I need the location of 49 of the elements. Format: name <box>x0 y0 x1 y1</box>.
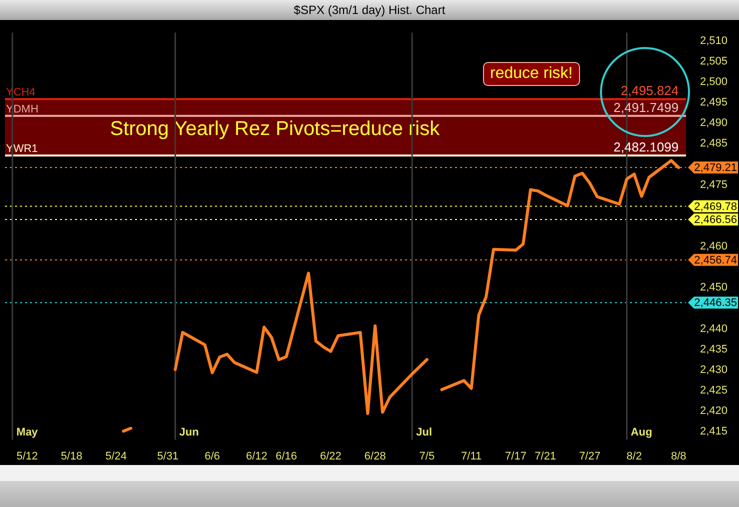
y-tick-label: 2,510 <box>700 34 728 47</box>
y-tick-label: 2,475 <box>700 178 728 191</box>
y-tick-label: 2,500 <box>700 76 728 88</box>
ref-line-label: Jul <box>416 426 432 438</box>
y-tick-label: 2,435 <box>700 343 728 356</box>
ref-line-label: 2,446.35 <box>694 297 737 310</box>
ref-line-label: 2,456.74 <box>694 254 737 266</box>
y-tick-label: 2,485 <box>700 138 728 150</box>
y-tick-label: 2,415 <box>700 426 728 438</box>
x-tick-label: 5/31 <box>157 450 179 462</box>
annotation: 2,491.7499 <box>614 100 679 115</box>
band-label: Strong Yearly Rez Pivots=reduce risk <box>110 118 441 140</box>
x-tick-label: 6/28 <box>364 450 386 462</box>
x-tick-label: 6/6 <box>204 450 220 462</box>
x-tick-label: 6/22 <box>320 450 342 462</box>
y-tick-label: 2,505 <box>700 55 728 68</box>
annotation: reduce risk! <box>483 62 580 86</box>
x-tick-label: 7/17 <box>505 450 526 462</box>
y-tick-label: 2,460 <box>700 240 728 253</box>
ref-line-label: YDMH <box>6 103 38 116</box>
x-tick-label: 8/8 <box>670 450 686 462</box>
y-tick-label: 2,420 <box>700 405 728 418</box>
ref-line-label: Aug <box>630 426 652 438</box>
chart-title: $SPX (3m/1 day) Hist. Chart <box>294 3 446 17</box>
y-tick-label: 2,440 <box>700 322 728 335</box>
ref-line-label: YCH4 <box>6 86 36 99</box>
x-tick-label: 7/21 <box>534 450 556 462</box>
y-tick-label: 2,495 <box>700 96 728 109</box>
annotation: 2,482.1099 <box>614 140 679 155</box>
y-tick-label: 2,430 <box>700 364 728 376</box>
x-tick-label: 7/5 <box>419 450 435 462</box>
x-tick-label: 5/12 <box>16 450 38 462</box>
x-tick-label: 7/11 <box>461 450 482 462</box>
y-tick-label: 2,450 <box>700 282 728 294</box>
ref-line-label: Jun <box>179 426 200 438</box>
x-tick-label: 7/27 <box>579 450 600 462</box>
annotation: 2,495.824 <box>620 83 679 98</box>
x-tick-label: 6/12 <box>246 450 268 462</box>
x-tick-label: 5/18 <box>60 450 82 462</box>
ref-line-label: 2,466.56 <box>694 214 737 226</box>
x-tick-label: 6/16 <box>276 450 297 462</box>
ref-line-label: May <box>16 426 39 438</box>
x-tick-label: 5/24 <box>105 450 127 462</box>
x-tick-label: 8/2 <box>626 450 642 462</box>
y-tick-label: 2,425 <box>700 384 728 396</box>
y-tick-label: 2,490 <box>700 117 728 130</box>
ref-line-label: 2,479.21 <box>694 162 737 174</box>
ref-line-label: 2,469.78 <box>694 200 737 213</box>
ref-line-label: YWR1 <box>6 143 38 156</box>
